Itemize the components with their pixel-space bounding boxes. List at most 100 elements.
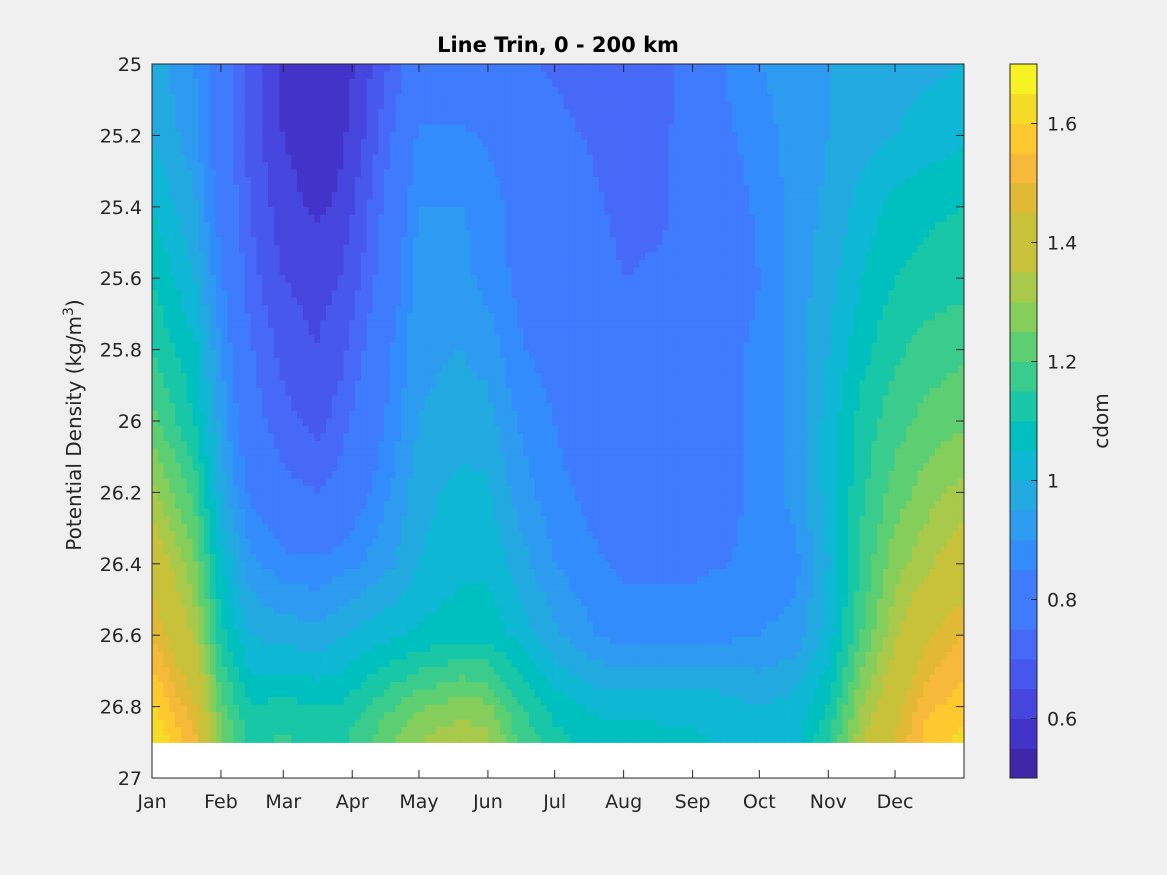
contour-cell (488, 154, 495, 163)
contour-cell (645, 290, 652, 299)
contour-cell (540, 267, 547, 276)
contour-cell (662, 297, 669, 306)
contour-cell (279, 237, 286, 246)
contour-cell (546, 139, 553, 148)
contour-cell (337, 64, 344, 73)
contour-cell (546, 267, 553, 276)
contour-cell (668, 222, 675, 231)
contour-cell (384, 86, 391, 95)
contour-cell (372, 305, 379, 314)
contour-cell (929, 244, 936, 254)
contour-cell (807, 79, 814, 88)
contour-cell (418, 184, 426, 193)
contour-cell (511, 199, 518, 208)
contour-cell (882, 199, 890, 208)
contour-cell (587, 312, 594, 321)
contour-cell (331, 229, 339, 238)
contour-cell (616, 64, 623, 73)
contour-cell (355, 312, 362, 321)
contour-cell (958, 139, 964, 148)
contour-cell (859, 161, 866, 171)
contour-cell (465, 199, 472, 208)
contour-cell (807, 169, 814, 178)
contour-cell (175, 161, 182, 171)
contour-cell (778, 184, 785, 193)
contour-cell (761, 139, 768, 148)
contour-cell (871, 267, 878, 276)
contour-cell (836, 64, 843, 73)
contour-cell (900, 169, 907, 178)
contour-cell (297, 184, 304, 193)
contour-cell (505, 320, 513, 329)
contour-cell (163, 214, 170, 223)
contour-cell (755, 184, 762, 193)
contour-cell (761, 71, 768, 80)
contour-cell (239, 320, 246, 329)
contour-cell (540, 199, 547, 208)
contour-cell (210, 275, 217, 284)
contour-cell (598, 214, 605, 223)
contour-cell (523, 229, 530, 238)
contour-cell (853, 244, 861, 254)
contour-cell (302, 312, 310, 321)
contour-cell (337, 275, 344, 284)
contour-cell (476, 169, 484, 178)
contour-cell (616, 146, 623, 156)
contour-cell (407, 86, 414, 95)
contour-cell (778, 124, 785, 133)
contour-cell (836, 154, 843, 163)
contour-cell (766, 237, 774, 246)
contour-cell (650, 161, 658, 171)
contour-cell (708, 101, 716, 110)
contour-cell (175, 214, 182, 223)
contour-cell (233, 252, 240, 261)
contour-cell (865, 282, 872, 291)
contour-cell (204, 305, 211, 314)
contour-cell (697, 184, 704, 193)
contour-cell (633, 86, 640, 95)
contour-cell (650, 229, 658, 238)
contour-cell (645, 124, 652, 133)
contour-cell (749, 109, 756, 118)
contour-cell (157, 214, 165, 223)
contour-cell (598, 71, 605, 80)
contour-cell (877, 71, 884, 80)
contour-cell (360, 64, 368, 73)
contour-cell (181, 116, 188, 125)
contour-cell (801, 290, 808, 299)
contour-cell (221, 177, 228, 186)
contour-cell (163, 146, 170, 156)
contour-cell (424, 79, 431, 88)
contour-cell (482, 207, 489, 216)
contour-cell (302, 94, 310, 103)
contour-cell (523, 237, 530, 246)
contour-cell (152, 124, 159, 133)
contour-cell (674, 275, 681, 284)
contour-cell (529, 139, 536, 148)
contour-cell (627, 109, 634, 118)
contour-cell (413, 101, 420, 110)
contour-cell (517, 71, 524, 80)
contour-cell (181, 184, 188, 193)
contour-cell (720, 139, 727, 148)
contour-cell (639, 282, 646, 291)
contour-cell (320, 267, 327, 276)
contour-cell (888, 305, 895, 314)
contour-cell (563, 184, 571, 193)
contour-cell (946, 154, 953, 163)
contour-cell (946, 177, 953, 186)
contour-cell (691, 327, 698, 336)
contour-cell (679, 222, 687, 231)
contour-cell (714, 282, 721, 291)
contour-cell (430, 116, 437, 125)
contour-cell (349, 275, 356, 284)
contour-cell (355, 275, 362, 284)
contour-cell (755, 207, 762, 216)
contour-cell (326, 146, 333, 156)
contour-cell (169, 252, 176, 261)
contour-cell (378, 124, 385, 133)
contour-cell (430, 207, 437, 216)
contour-cell (331, 244, 339, 254)
contour-cell (192, 207, 199, 216)
contour-cell (210, 297, 217, 306)
